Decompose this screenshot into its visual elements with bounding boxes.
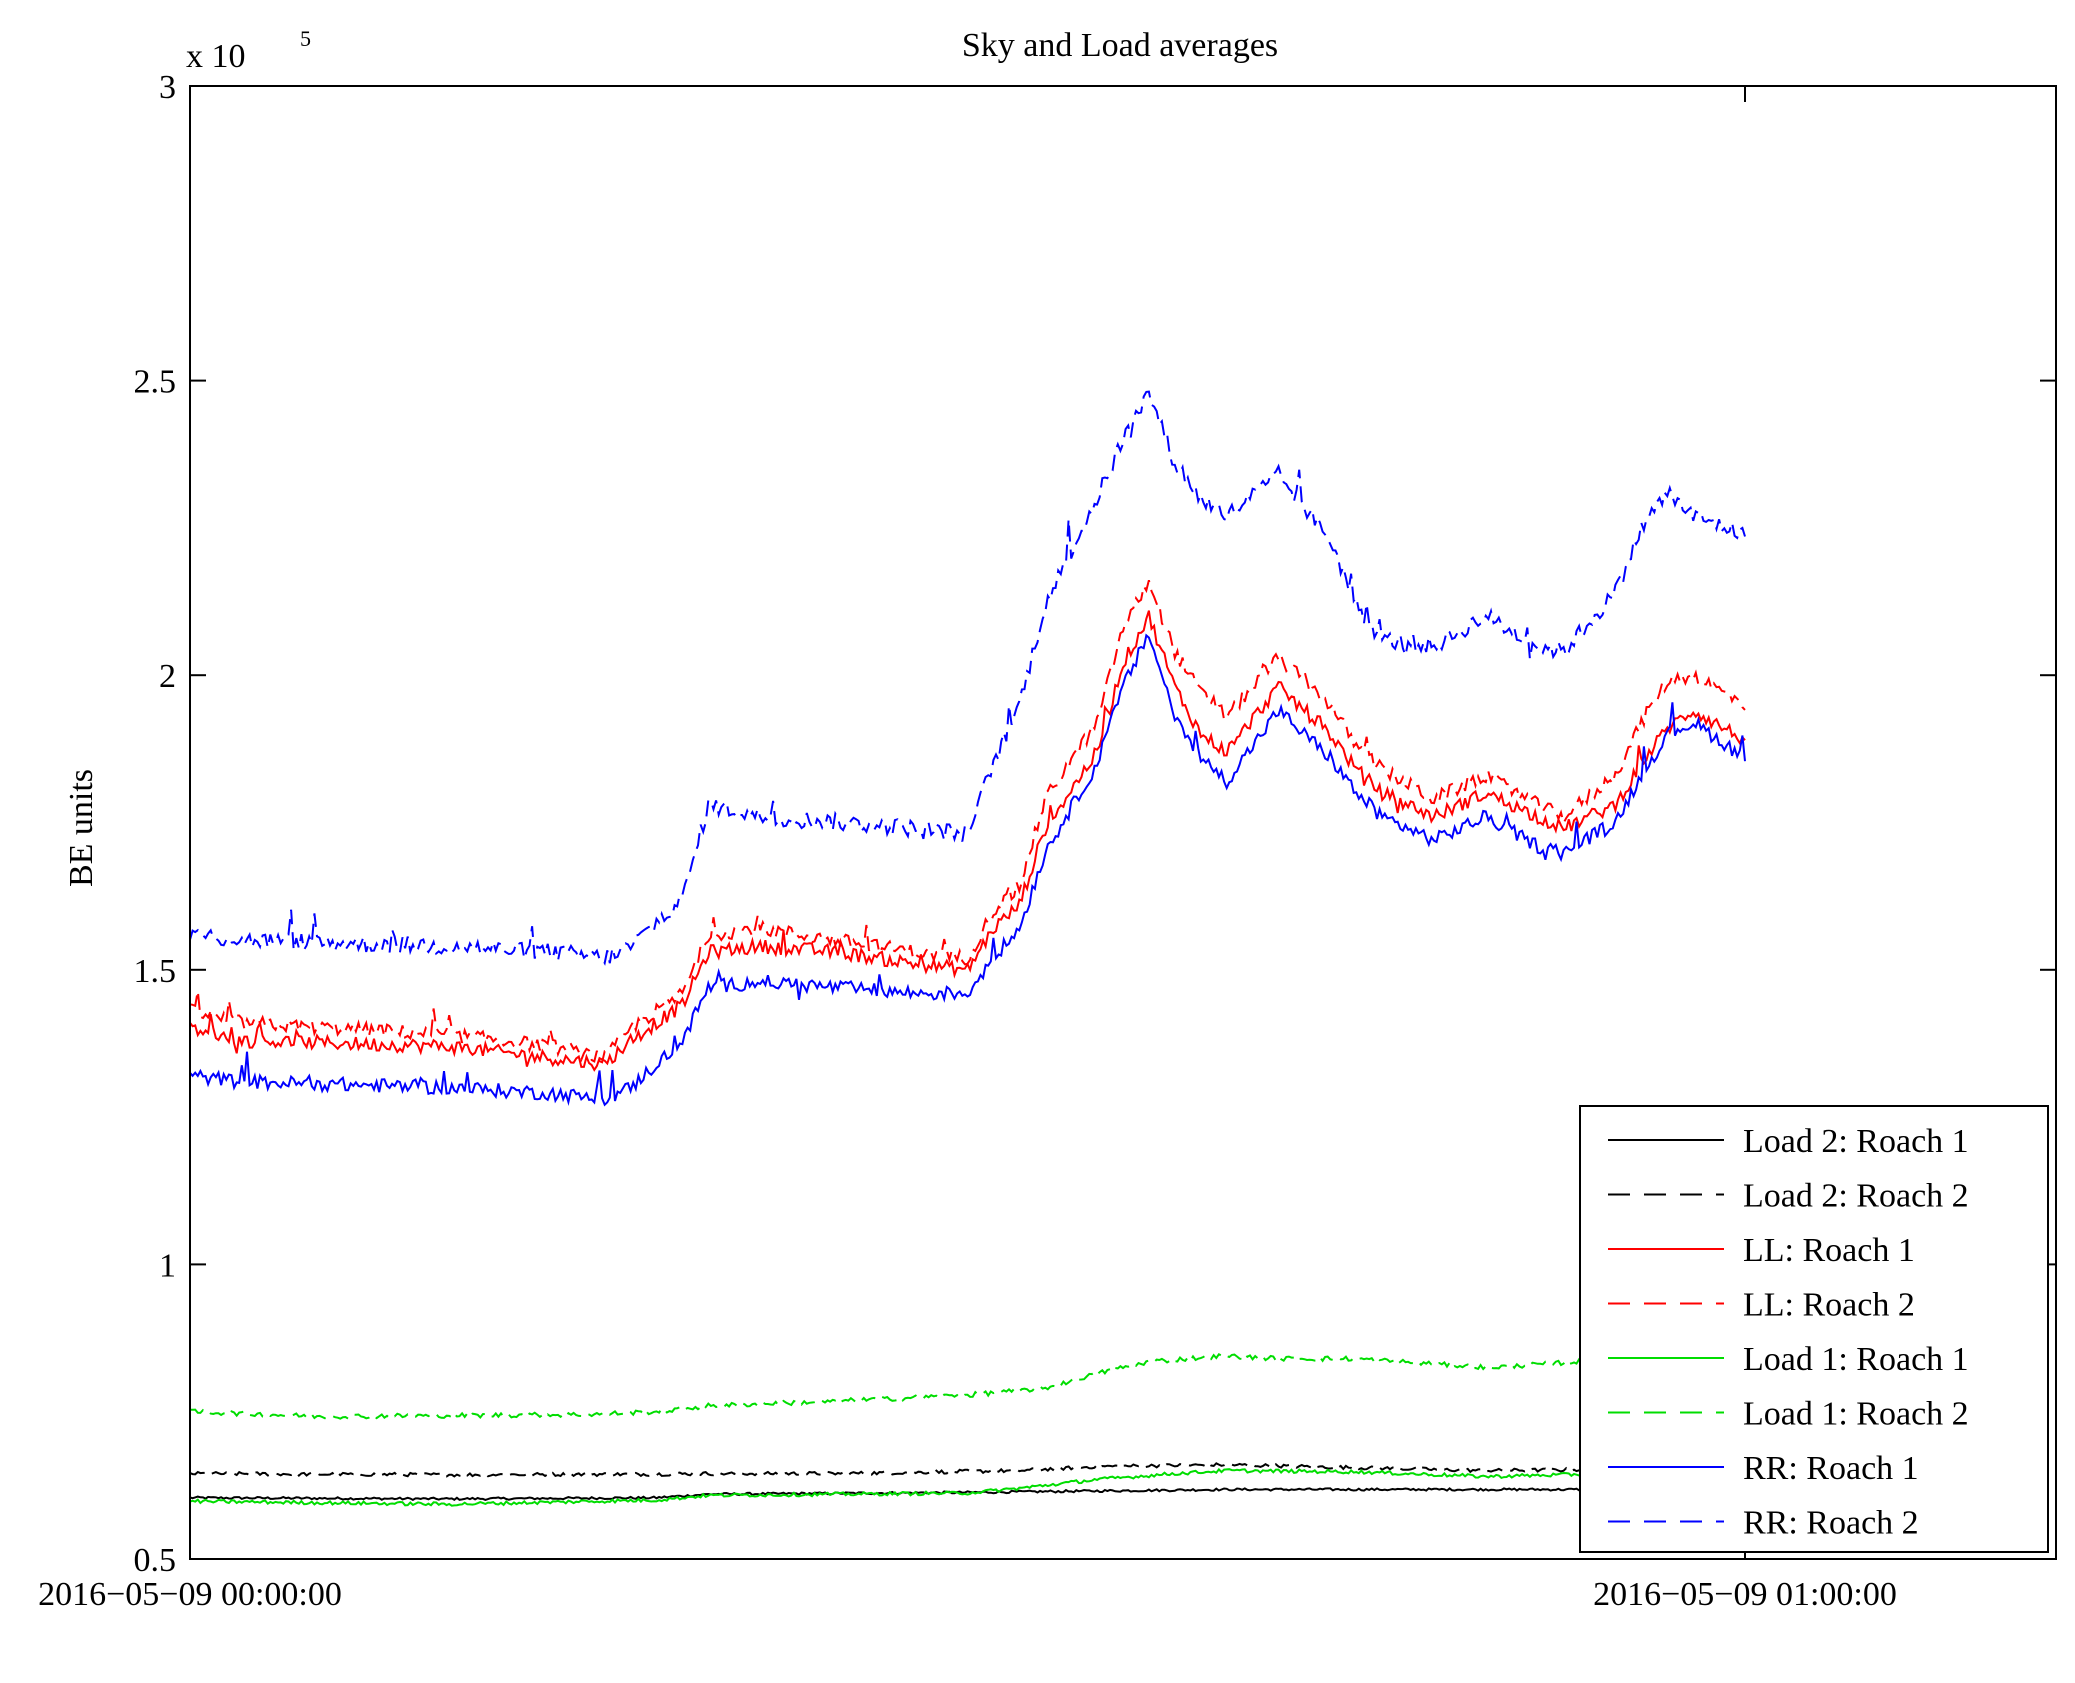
legend-label: Load 1: Roach 1 xyxy=(1743,1341,1969,1378)
y-tick-label: 2 xyxy=(159,658,176,695)
plot-frame xyxy=(189,85,2057,1560)
legend-label: Load 2: Roach 1 xyxy=(1743,1123,1969,1160)
y-tick-label: 3 xyxy=(159,69,176,106)
legend-box xyxy=(1579,1105,2049,1553)
series-line-5 xyxy=(189,1467,1746,1507)
legend-label: Load 2: Roach 2 xyxy=(1743,1178,1969,1215)
series-line-6 xyxy=(189,1344,1746,1420)
series-line-1 xyxy=(189,1487,1746,1502)
x-tick-label: 2016−05−09 00:00:00 xyxy=(38,1576,342,1613)
x-tick-label: 2016−05−09 01:00:00 xyxy=(1593,1576,1897,1613)
legend-label: Load 1: Roach 2 xyxy=(1743,1396,1969,1433)
legend-label: LL: Roach 2 xyxy=(1743,1287,1915,1324)
y-tick-label: 2.5 xyxy=(134,364,177,401)
legend-label: RR: Roach 2 xyxy=(1743,1505,1919,1542)
series-line-2 xyxy=(189,1462,1746,1478)
series-layer xyxy=(189,390,1746,1507)
y-tick-label: 1 xyxy=(159,1247,176,1284)
series-line-7 xyxy=(189,633,1746,1107)
legend: Load 2: Roach 1 Load 2: Roach 2 LL: Roach … xyxy=(1579,1105,2049,1553)
y-tick-label: 1.5 xyxy=(134,953,177,990)
series-line-8 xyxy=(189,390,1746,966)
legend-label: RR: Roach 1 xyxy=(1743,1450,1919,1487)
y-exponent: x 10 5 xyxy=(186,26,311,75)
series-line-4 xyxy=(189,579,1746,1064)
axes-layer: 0.5 1 1.5 2 2.5 3 2016−05−09 00:00:00 2016−05−0… xyxy=(38,69,2057,1613)
y-tick-label: 0.5 xyxy=(134,1542,177,1579)
y-exponent-base: x 10 xyxy=(186,38,246,75)
legend-label: LL: Roach 1 xyxy=(1743,1232,1915,1269)
chart-title: Sky and Load averages xyxy=(962,27,1278,64)
y-axis-label: BE units xyxy=(63,769,100,887)
y-exponent-power: 5 xyxy=(300,26,311,51)
